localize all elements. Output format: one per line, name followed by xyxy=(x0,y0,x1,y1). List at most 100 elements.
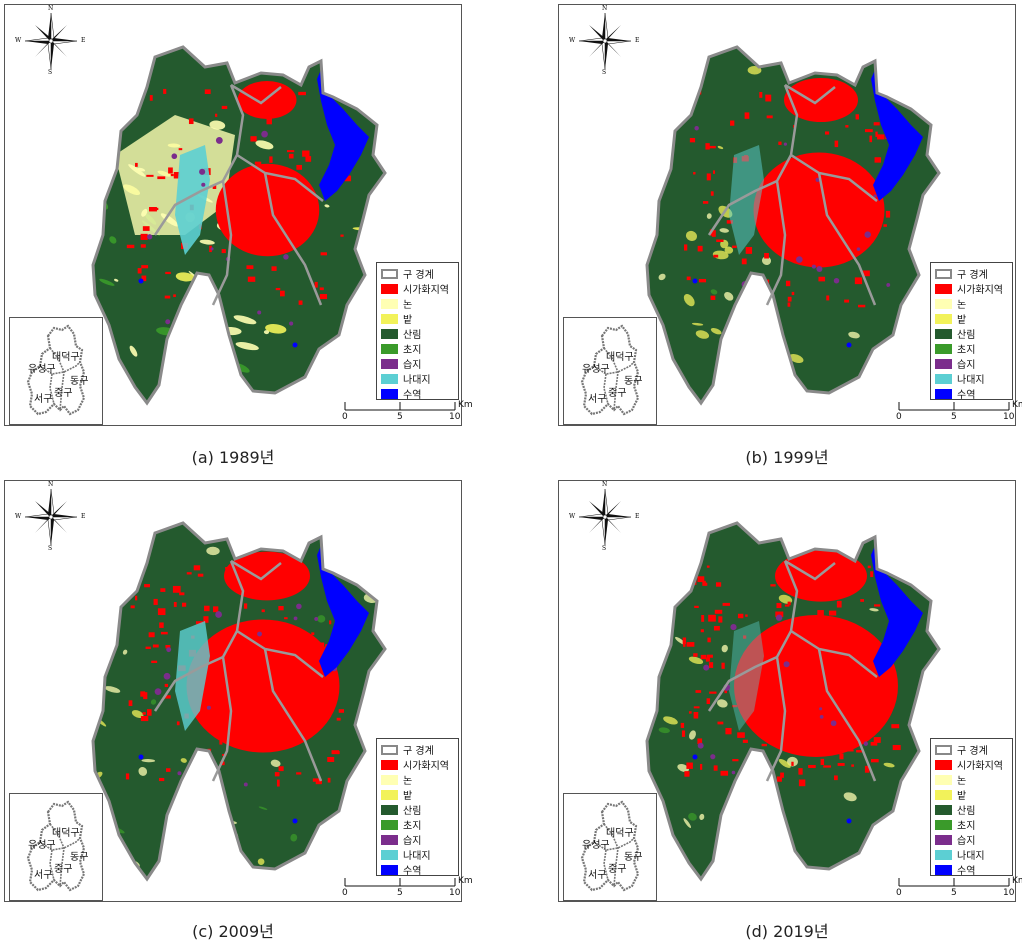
urban-patch xyxy=(801,90,809,97)
farmland-patch xyxy=(721,644,728,653)
urban-patch xyxy=(891,724,900,729)
district-boundaries xyxy=(153,83,324,306)
urban-patch xyxy=(809,172,814,175)
urban-patch xyxy=(269,156,273,163)
urban-patch xyxy=(870,758,879,763)
bare-land xyxy=(175,621,210,731)
urban-patch xyxy=(847,749,854,752)
map-panel-b: N S W E 대덕구 유성구 동구 서구 중구 구 경계 시가화지역 논 밭 산림 초지… xyxy=(558,4,1022,426)
legend-item: 습지 xyxy=(935,356,1012,371)
legend-item: 초지 xyxy=(935,341,1012,356)
urban-patch xyxy=(327,777,331,783)
legend-label: 구 경계 xyxy=(403,746,434,757)
urban-patch xyxy=(152,644,159,648)
urban-patch xyxy=(274,772,280,777)
urban-patch xyxy=(250,136,257,142)
urban-patch xyxy=(125,773,130,780)
legend-label: 나대지 xyxy=(957,851,985,862)
farmland-patch xyxy=(562,644,577,657)
urban-patch xyxy=(195,621,203,625)
urban-patch xyxy=(857,217,860,224)
urban-patch xyxy=(795,736,804,744)
legend-item: 시가화지역 xyxy=(381,281,458,296)
farmland-patch xyxy=(683,818,692,828)
urban-patch xyxy=(713,625,720,631)
legend-swatch xyxy=(381,268,398,279)
inset-label-jung: 중구 xyxy=(608,864,627,875)
wetland-patch xyxy=(816,266,823,273)
wetland-patch xyxy=(293,616,298,621)
urban-patch xyxy=(257,189,264,196)
urban-patch xyxy=(848,246,855,249)
urban-patch xyxy=(720,770,729,776)
urban-patch xyxy=(680,722,685,728)
legend-item: 밭 xyxy=(935,787,1012,802)
legend-item: 시가화지역 xyxy=(381,757,458,772)
district-inset-map: 대덕구 유성구 동구 서구 중구 xyxy=(563,317,657,425)
legend-swatch xyxy=(381,804,398,815)
scale-bar-line xyxy=(344,878,456,887)
urban-patch xyxy=(833,733,840,739)
urban-patch xyxy=(874,604,881,607)
urban-patch xyxy=(787,302,791,307)
farmland-patch xyxy=(879,875,888,879)
inset-label-dong: 동구 xyxy=(70,852,89,863)
urban-patch xyxy=(716,239,724,242)
farmland-patch xyxy=(109,236,117,244)
inset-label-jung: 중구 xyxy=(608,388,627,399)
inset-label-seo: 서구 xyxy=(588,870,607,881)
urban-patch xyxy=(680,103,684,108)
farmland-patch xyxy=(710,328,722,335)
urban-patch xyxy=(766,115,773,119)
urban-patch xyxy=(165,644,171,649)
water-body xyxy=(317,541,369,677)
urban-patch xyxy=(800,245,805,251)
farmland-patch xyxy=(658,727,670,734)
urban-patch xyxy=(700,763,703,770)
urban-patch xyxy=(737,613,744,619)
urban-patch xyxy=(686,276,691,281)
farmland-patch xyxy=(566,687,571,693)
legend-swatch xyxy=(935,864,952,875)
urban-patch xyxy=(807,591,816,595)
urban-patch xyxy=(298,300,303,305)
farmland-patch xyxy=(706,213,712,219)
urban-patch xyxy=(706,654,713,658)
legend-label: 시가화지역 xyxy=(403,285,449,296)
legend-item: 밭 xyxy=(381,311,458,326)
urban-patch xyxy=(329,620,332,625)
wetland-patch xyxy=(886,283,891,287)
farmland-patch xyxy=(175,272,195,282)
land-cover-map xyxy=(58,45,387,406)
scale-tick-0: 0 xyxy=(896,412,902,422)
farmland-patch xyxy=(58,256,68,265)
scale-tick-5: 5 xyxy=(951,888,957,898)
urban-patch xyxy=(828,610,837,616)
urban-patch xyxy=(798,768,803,775)
water-patch xyxy=(172,856,178,862)
urban-patch xyxy=(807,200,816,206)
legend-label: 초지 xyxy=(403,821,422,832)
city-boundary xyxy=(645,45,941,406)
water-body xyxy=(871,65,923,201)
legend-swatch xyxy=(935,373,952,384)
compass-w: W xyxy=(569,513,576,520)
urban-patch xyxy=(278,766,284,772)
urban-patch xyxy=(885,210,891,218)
legend-swatch xyxy=(381,343,398,354)
legend-label: 수역 xyxy=(403,390,422,401)
inset-label-seo: 서구 xyxy=(588,394,607,405)
legend-label: 습지 xyxy=(403,360,422,371)
legend-swatch xyxy=(935,849,952,860)
urban-patch xyxy=(319,294,328,300)
urban-patch xyxy=(695,690,702,693)
legend-label: 나대지 xyxy=(403,851,431,862)
urban-patch xyxy=(867,565,871,569)
urban-patch xyxy=(725,727,732,735)
urban-patch xyxy=(697,245,703,252)
farmland-patch xyxy=(848,331,860,339)
urban-patch xyxy=(239,695,245,698)
water-patch xyxy=(846,342,852,348)
urban-patch xyxy=(698,278,707,283)
urban-patch xyxy=(764,253,769,259)
